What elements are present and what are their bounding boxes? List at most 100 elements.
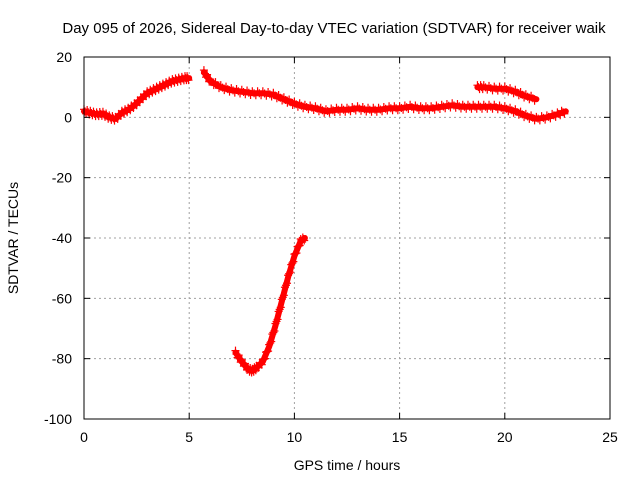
data-point-marker — [293, 102, 302, 111]
data-point-marker — [274, 307, 283, 316]
x-axis-label: GPS time / hours — [294, 457, 401, 473]
data-point-marker — [270, 327, 279, 336]
data-point-marker — [374, 103, 383, 112]
data-point-marker — [278, 293, 287, 302]
data-point-marker — [493, 105, 502, 114]
data-point-marker — [299, 104, 308, 113]
data-point-marker — [504, 107, 513, 116]
data-point-marker — [509, 108, 518, 117]
data-point-marker — [280, 283, 289, 292]
data-point-marker — [525, 95, 534, 104]
data-point-marker — [241, 90, 250, 99]
data-point-marker — [262, 91, 271, 100]
data-point-marker — [409, 105, 418, 114]
data-point-marker — [231, 346, 240, 355]
data-point-marker — [230, 88, 239, 97]
data-point-marker — [256, 359, 265, 368]
series-track-2 — [199, 66, 569, 125]
data-point-marker — [300, 236, 309, 245]
data-point-marker — [504, 87, 513, 96]
data-point-marker — [236, 89, 245, 98]
data-point-marker — [289, 257, 298, 266]
data-point-marker — [266, 339, 275, 348]
data-point-marker — [499, 86, 508, 95]
data-point-marker — [183, 72, 192, 81]
data-point-marker — [451, 103, 460, 112]
data-point-marker — [348, 103, 357, 112]
series-track-3 — [473, 81, 540, 105]
series-track-4 — [231, 233, 309, 377]
axis-ticks: 0 5 10 15 20 25 -100 -80 -60 -40 -20 0 20 — [44, 49, 618, 445]
data-point-marker — [442, 100, 451, 109]
y-axis-label: SDTVAR / TECUs — [5, 182, 21, 294]
x-tick-label: 20 — [497, 429, 513, 445]
data-point-marker — [283, 279, 292, 288]
y-tick-label: -80 — [52, 351, 72, 367]
data-point-marker — [432, 101, 441, 110]
y-tick-label: -40 — [52, 230, 72, 246]
data-point-marker — [327, 104, 336, 113]
data-point-marker — [184, 76, 193, 85]
data-point-marker — [279, 291, 288, 300]
grid-lines — [84, 57, 610, 419]
data-point-marker — [199, 66, 208, 75]
data-point-marker — [357, 106, 366, 115]
x-tick-label: 0 — [80, 429, 88, 445]
y-tick-label: 0 — [64, 109, 72, 125]
data-point-marker — [183, 74, 192, 83]
data-point-marker — [299, 235, 308, 244]
data-point-marker — [343, 103, 351, 112]
data-point-marker — [304, 105, 313, 114]
series-track-1 — [80, 72, 193, 125]
y-tick-label: -60 — [52, 290, 72, 306]
data-point-marker — [225, 87, 234, 96]
y-tick-label: -100 — [44, 411, 72, 427]
data-point-marker — [275, 305, 284, 314]
data-point-marker — [395, 102, 404, 111]
data-point-marker — [292, 249, 301, 258]
data-point-marker — [499, 106, 508, 115]
data-point-marker — [321, 105, 330, 114]
data-point-marker — [509, 89, 518, 98]
data-point-marker — [437, 100, 446, 109]
data-series — [80, 66, 569, 377]
data-point-marker — [379, 103, 388, 112]
data-point-marker — [286, 268, 295, 277]
data-point-marker — [537, 112, 546, 121]
data-point-marker — [203, 70, 212, 79]
data-point-marker — [400, 101, 409, 110]
data-point-marker — [260, 354, 269, 363]
data-point-marker — [269, 328, 278, 337]
y-tick-label: -20 — [52, 170, 72, 186]
data-point-marker — [234, 351, 243, 360]
data-point-marker — [281, 281, 290, 290]
data-point-marker — [525, 114, 534, 123]
data-point-marker — [309, 106, 318, 115]
data-point-marker — [427, 102, 436, 111]
data-point-marker — [288, 259, 297, 268]
data-point-marker — [560, 109, 569, 118]
y-tick-label: 20 — [56, 49, 72, 65]
data-point-marker — [271, 319, 280, 328]
data-point-marker — [272, 317, 281, 326]
x-tick-label: 5 — [185, 429, 193, 445]
data-point-marker — [314, 107, 323, 116]
data-point-marker — [264, 347, 273, 356]
data-point-marker — [220, 86, 229, 95]
chart-title: Day 095 of 2026, Sidereal Day-to-day VTE… — [62, 20, 606, 37]
data-point-marker — [530, 96, 539, 105]
data-point-marker — [277, 295, 286, 304]
data-point-marker — [483, 85, 492, 94]
data-point-marker — [267, 92, 276, 101]
x-tick-label: 15 — [392, 429, 408, 445]
data-point-marker — [559, 108, 568, 117]
data-point-marker — [267, 337, 276, 346]
data-point-marker — [257, 360, 266, 369]
x-tick-label: 10 — [287, 429, 303, 445]
data-point-marker — [276, 303, 285, 312]
x-tick-label: 25 — [602, 429, 618, 445]
data-point-marker — [532, 112, 541, 121]
data-point-marker — [285, 269, 294, 278]
data-point-marker — [273, 315, 282, 324]
